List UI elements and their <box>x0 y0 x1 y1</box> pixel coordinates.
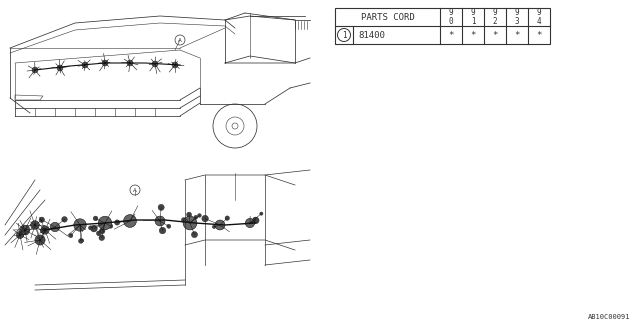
Text: 9
0: 9 0 <box>449 8 453 26</box>
Circle shape <box>115 220 120 225</box>
Circle shape <box>99 235 104 241</box>
Circle shape <box>181 218 186 222</box>
Circle shape <box>215 220 225 230</box>
Text: *: * <box>492 30 498 39</box>
Circle shape <box>20 225 30 235</box>
Text: 81400: 81400 <box>358 30 385 39</box>
Text: A: A <box>178 37 182 43</box>
Circle shape <box>102 60 108 66</box>
Circle shape <box>51 222 60 232</box>
Circle shape <box>90 225 97 232</box>
Text: 9
3: 9 3 <box>515 8 519 26</box>
Circle shape <box>32 67 38 73</box>
Bar <box>335 8 550 44</box>
Text: *: * <box>448 30 454 39</box>
Circle shape <box>225 216 230 220</box>
Circle shape <box>40 228 45 233</box>
Circle shape <box>79 239 83 243</box>
Circle shape <box>260 212 263 215</box>
Circle shape <box>74 219 86 231</box>
Circle shape <box>124 215 136 228</box>
Circle shape <box>88 226 93 230</box>
Circle shape <box>80 239 84 242</box>
Text: *: * <box>470 30 476 39</box>
Circle shape <box>68 234 73 238</box>
Circle shape <box>31 221 39 229</box>
Text: A: A <box>133 188 137 193</box>
Circle shape <box>152 61 158 67</box>
Circle shape <box>194 215 198 219</box>
Text: *: * <box>536 30 541 39</box>
Circle shape <box>35 235 45 245</box>
Text: 9
4: 9 4 <box>537 8 541 26</box>
Text: AB10C00091: AB10C00091 <box>588 314 630 320</box>
Circle shape <box>97 231 101 236</box>
Circle shape <box>82 62 88 68</box>
Circle shape <box>252 217 259 224</box>
Circle shape <box>187 212 191 217</box>
Circle shape <box>253 217 257 221</box>
Circle shape <box>198 214 202 217</box>
Text: 1: 1 <box>342 30 346 39</box>
Circle shape <box>159 227 166 234</box>
Text: 9
1: 9 1 <box>470 8 476 26</box>
Text: 9
2: 9 2 <box>493 8 497 26</box>
Circle shape <box>99 216 112 230</box>
Circle shape <box>99 228 105 234</box>
Circle shape <box>245 218 255 228</box>
Circle shape <box>191 232 198 238</box>
Circle shape <box>109 224 113 228</box>
Circle shape <box>167 224 171 228</box>
Circle shape <box>61 217 67 222</box>
Circle shape <box>155 216 165 226</box>
Circle shape <box>17 231 24 239</box>
Text: PARTS CORD: PARTS CORD <box>360 12 414 21</box>
Text: *: * <box>515 30 520 39</box>
Circle shape <box>41 226 49 234</box>
Circle shape <box>202 215 209 222</box>
Circle shape <box>39 217 45 222</box>
Circle shape <box>183 216 197 230</box>
Circle shape <box>57 65 63 71</box>
Circle shape <box>93 216 98 221</box>
Circle shape <box>127 60 133 66</box>
Circle shape <box>158 204 164 211</box>
Circle shape <box>212 225 216 228</box>
Circle shape <box>172 62 178 68</box>
